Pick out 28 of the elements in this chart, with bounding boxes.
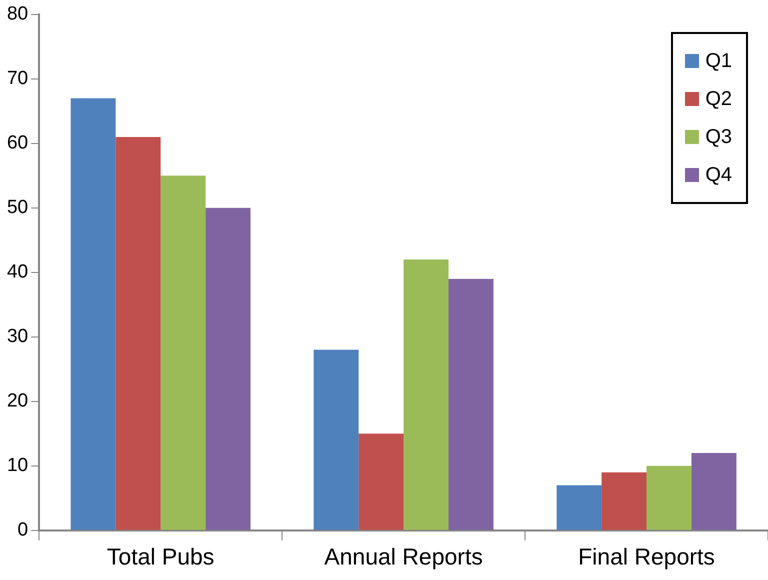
bar [70, 98, 116, 530]
y-tick-label: 40 [6, 262, 28, 283]
y-tick-label: 0 [18, 520, 28, 541]
bar [646, 466, 692, 530]
x-tick-label: Total Pubs [106, 544, 214, 570]
y-tick-label: 60 [6, 132, 28, 154]
y-tick-label: 20 [6, 390, 28, 412]
y-tick-label: 70 [6, 68, 28, 90]
bar [314, 350, 359, 530]
legend-label: Q1 [705, 50, 732, 72]
x-tick-label: Annual Reports [324, 544, 483, 570]
y-tick-label: 10 [6, 455, 28, 476]
y-tick-label: 50 [6, 197, 28, 218]
bar [602, 472, 647, 530]
y-tick-label: 30 [6, 326, 28, 348]
y-tick-label: 80 [6, 4, 28, 25]
legend-label: Q4 [705, 164, 732, 186]
bar [160, 176, 206, 530]
bar [358, 434, 404, 530]
bar [448, 278, 494, 530]
x-tick-label: Final Reports [578, 544, 715, 570]
bar [206, 208, 251, 530]
bar [691, 453, 736, 530]
bar [556, 485, 602, 530]
legend-label: Q2 [705, 88, 732, 110]
legend-label: Q3 [705, 126, 732, 148]
bar [404, 260, 449, 530]
bar [116, 136, 161, 530]
